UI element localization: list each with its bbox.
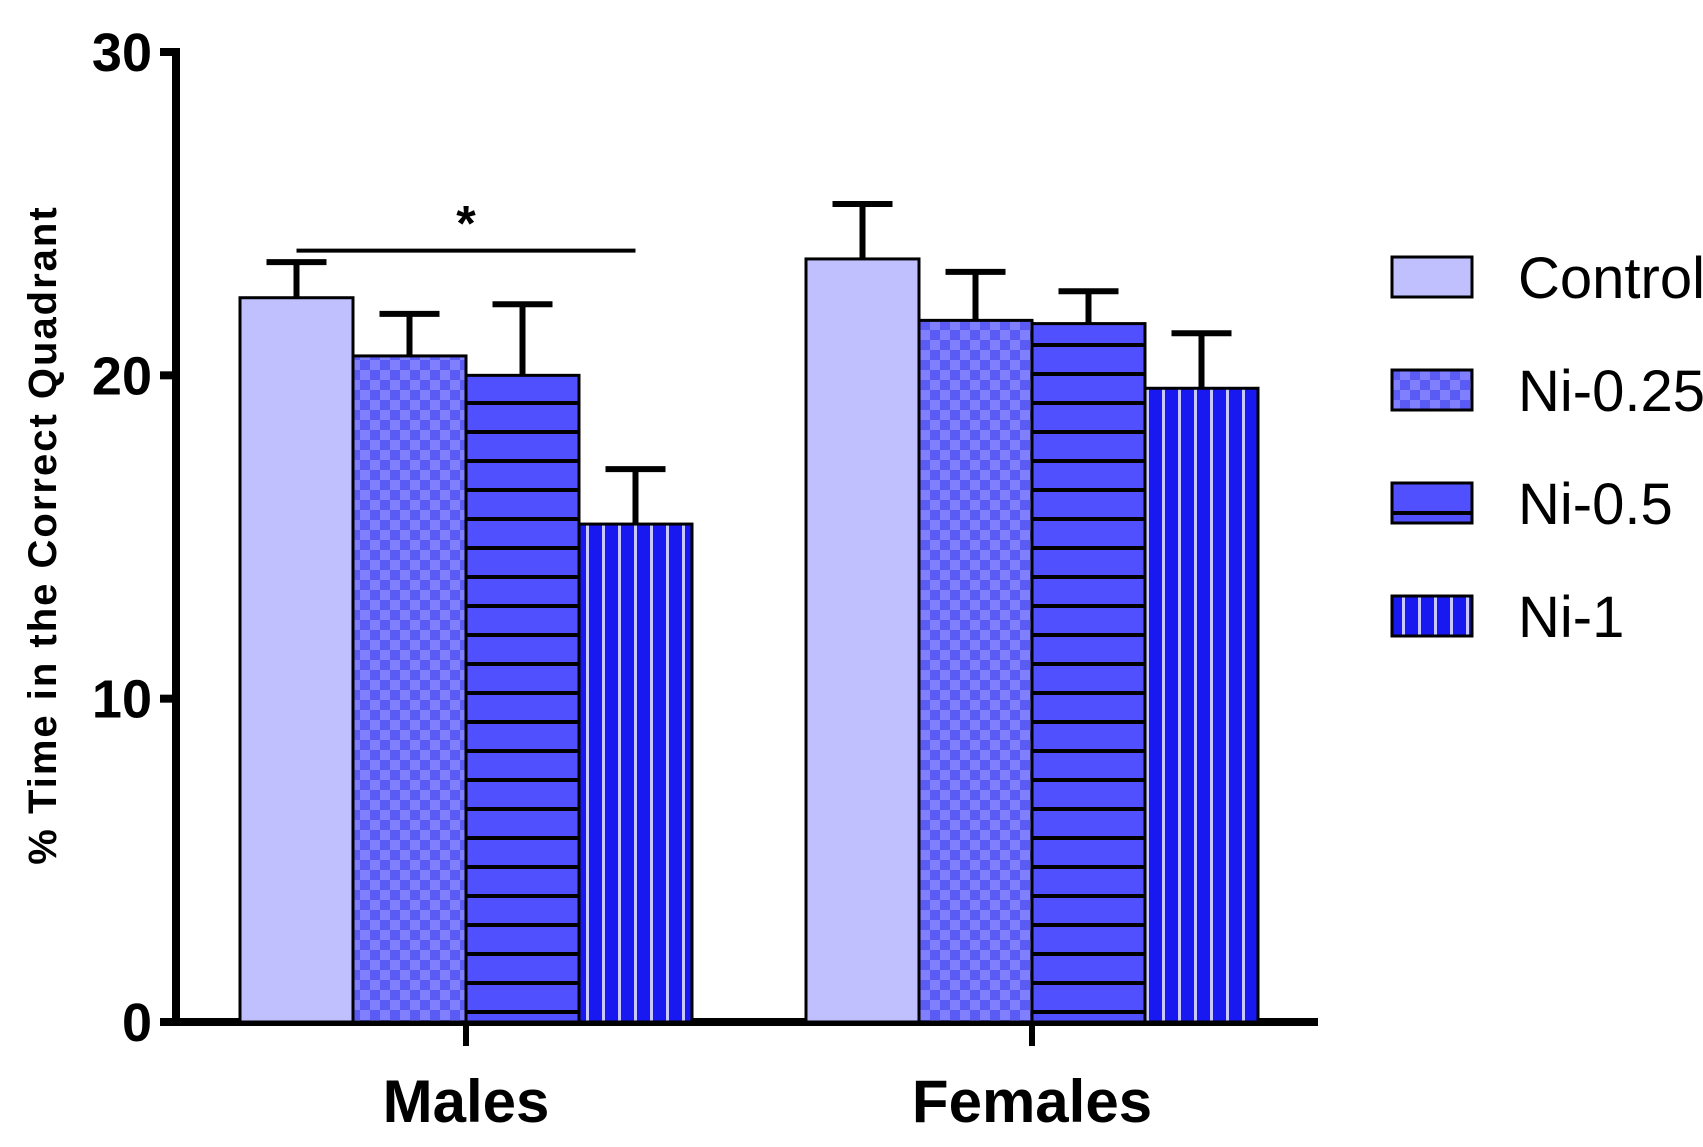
significance-star: * <box>456 196 476 252</box>
legend-label-control: Control <box>1518 246 1703 311</box>
y-ticks: 0 10 20 30 <box>92 23 176 1053</box>
bar-females-ni-0-25 <box>917 318 1034 1024</box>
y-axis-label: % Time in the Correct Quadrant <box>21 205 65 864</box>
error-bars <box>266 200 1232 525</box>
x-ticks: Males Females <box>383 1022 1152 1135</box>
legend-label-ni-0-25: Ni-0.25 <box>1518 359 1703 424</box>
bar-females-ni-0-5 <box>1030 322 1147 1024</box>
y-tick-label-30: 30 <box>92 23 152 83</box>
y-tick-label-10: 10 <box>92 670 152 730</box>
y-tick-label-0: 0 <box>122 993 152 1053</box>
legend-swatch-ni-0-25 <box>1390 368 1474 412</box>
legend-label-ni-1: Ni-1 <box>1518 585 1624 650</box>
annotations: * <box>296 196 636 253</box>
legend: Control Ni-0.25 Ni-0.5 Ni-1 <box>1390 246 1703 650</box>
legend-swatch-control <box>1390 255 1474 299</box>
bar-males-ni-1 <box>577 522 694 1024</box>
legend-label-ni-0-5: Ni-0.5 <box>1518 472 1673 537</box>
bar-males-control <box>238 296 355 1024</box>
bar-females-control <box>804 257 921 1024</box>
legend-swatch-ni-1 <box>1390 594 1474 638</box>
bar-males-ni-0-25 <box>351 354 468 1024</box>
bar-males-ni-0-5 <box>464 373 581 1024</box>
legend-swatch-ni-0-5 <box>1390 481 1474 525</box>
y-tick-label-20: 20 <box>92 346 152 406</box>
bars <box>238 257 1260 1024</box>
x-tick-label-males: Males <box>383 1068 550 1135</box>
bar-females-ni-1 <box>1143 386 1260 1024</box>
x-tick-label-females: Females <box>912 1068 1152 1135</box>
